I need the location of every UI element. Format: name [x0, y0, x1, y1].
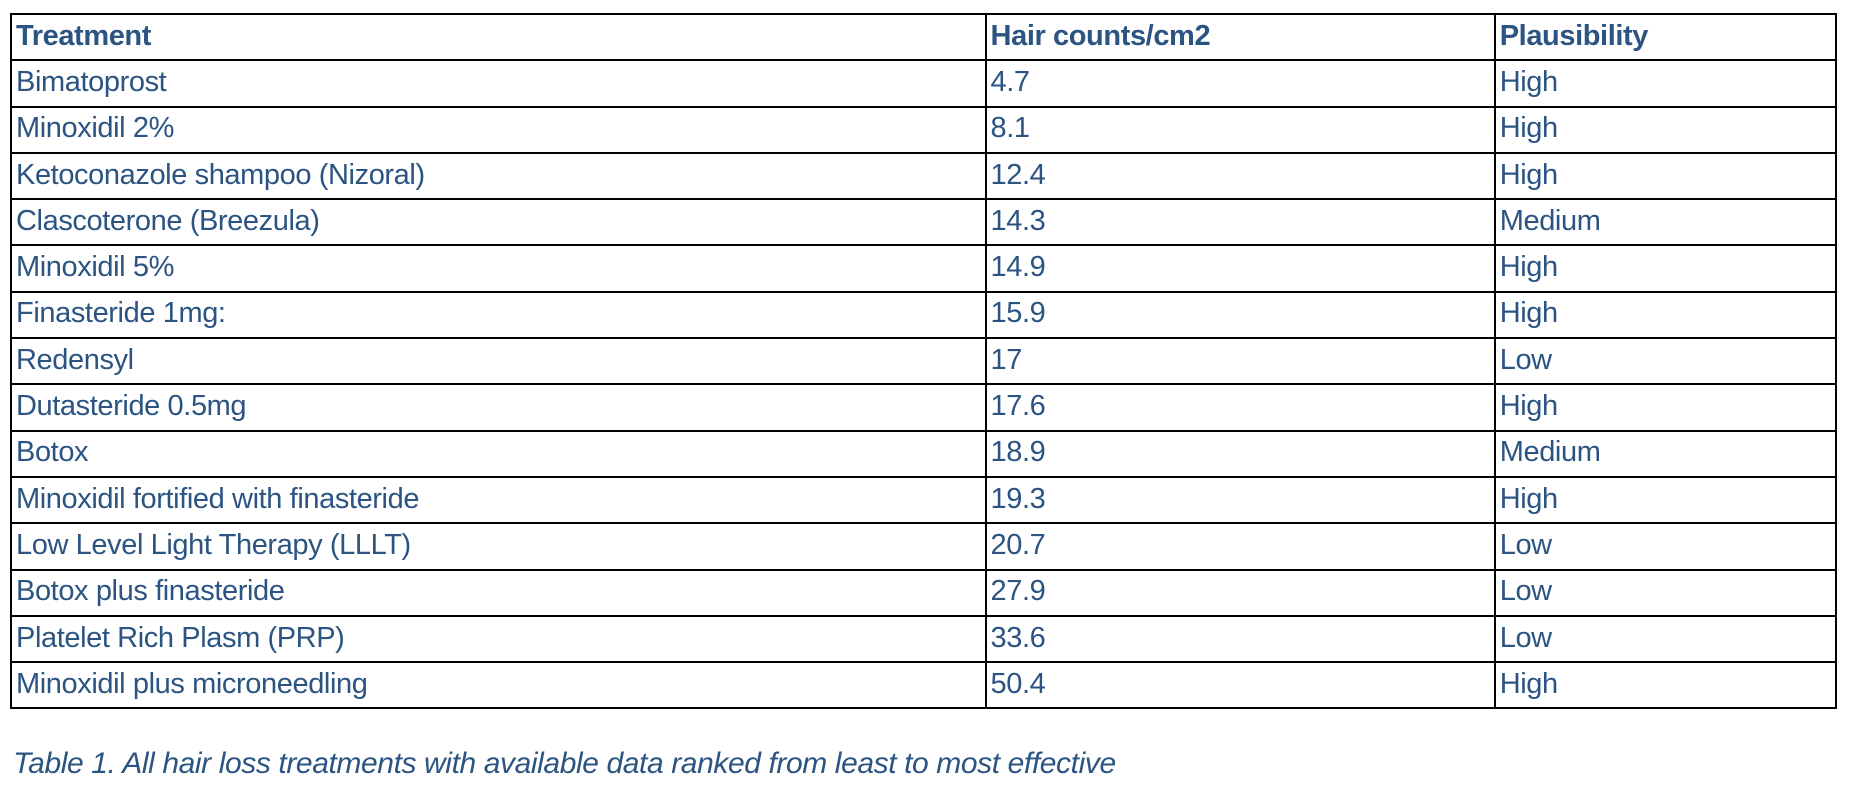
cell-treatment: Bimatoprost — [10, 59, 987, 108]
cell-hair-counts: 15.9 — [984, 290, 1496, 340]
cell-hair-counts: 50.4 — [984, 661, 1496, 710]
cell-hair-counts: 27.9 — [984, 568, 1496, 617]
cell-plausibility: High — [1493, 383, 1838, 432]
table-body: Bimatoprost 4.7 High Minoxidil 2% 8.1 High Ket… — [10, 59, 1838, 710]
header-row: Treatment Hair counts/cm2 Plausibility — [10, 12, 1838, 62]
cell-treatment: Minoxidil fortified with finasteride — [10, 475, 987, 525]
cell-hair-counts: 33.6 — [984, 614, 1496, 664]
table-row: Finasteride 1mg: 15.9 High — [10, 290, 1838, 340]
cell-treatment: Minoxidil plus microneedling — [10, 661, 987, 710]
cell-plausibility: High — [1493, 151, 1838, 201]
treatments-table: Treatment Hair counts/cm2 Plausibility B… — [10, 12, 1838, 710]
table-row: Redensyl 17 Low — [10, 337, 1838, 386]
cell-plausibility: Low — [1493, 522, 1838, 571]
cell-plausibility: Medium — [1493, 429, 1838, 478]
column-header-treatment: Treatment — [10, 12, 987, 62]
cell-hair-counts: 14.9 — [984, 244, 1496, 293]
table-row: Platelet Rich Plasm (PRP) 33.6 Low — [10, 614, 1838, 664]
cell-plausibility: High — [1493, 290, 1838, 340]
table-caption: Table 1. All hair loss treatments with a… — [13, 747, 1116, 780]
cell-hair-counts: 20.7 — [984, 522, 1496, 571]
table-row: Minoxidil 2% 8.1 High — [10, 105, 1838, 154]
cell-plausibility: High — [1493, 661, 1838, 710]
cell-hair-counts: 17 — [984, 337, 1496, 386]
table-row: Botox 18.9 Medium — [10, 429, 1838, 478]
cell-hair-counts: 14.3 — [984, 198, 1496, 247]
cell-hair-counts: 19.3 — [984, 475, 1496, 525]
cell-plausibility: Low — [1493, 568, 1838, 617]
cell-hair-counts: 8.1 — [984, 105, 1496, 154]
cell-treatment: Platelet Rich Plasm (PRP) — [10, 614, 987, 664]
cell-treatment: Redensyl — [10, 337, 987, 386]
cell-plausibility: Medium — [1493, 198, 1838, 247]
cell-treatment: Low Level Light Therapy (LLLT) — [10, 522, 987, 571]
table-row: Dutasteride 0.5mg 17.6 High — [10, 383, 1838, 432]
cell-plausibility: High — [1493, 105, 1838, 154]
cell-plausibility: Low — [1493, 337, 1838, 386]
table-row: Clascoterone (Breezula) 14.3 Medium — [10, 198, 1838, 247]
table-row: Low Level Light Therapy (LLLT) 20.7 Low — [10, 522, 1838, 571]
table-row: Minoxidil 5% 14.9 High — [10, 244, 1838, 293]
cell-plausibility: High — [1493, 244, 1838, 293]
table-row: Minoxidil fortified with finasteride 19.3… — [10, 475, 1838, 525]
cell-hair-counts: 18.9 — [984, 429, 1496, 478]
column-header-hair-counts: Hair counts/cm2 — [984, 12, 1496, 62]
cell-hair-counts: 12.4 — [984, 151, 1496, 201]
cell-treatment: Dutasteride 0.5mg — [10, 383, 987, 432]
cell-treatment: Clascoterone (Breezula) — [10, 198, 987, 247]
table-row: Bimatoprost 4.7 High — [10, 59, 1838, 108]
treatments-table-container: Treatment Hair counts/cm2 Plausibility B… — [10, 12, 1838, 710]
cell-plausibility: High — [1493, 475, 1838, 525]
table-row: Ketoconazole shampoo (Nizoral) 12.4 High — [10, 151, 1838, 201]
cell-hair-counts: 17.6 — [984, 383, 1496, 432]
table-row: Botox plus finasteride 27.9 Low — [10, 568, 1838, 617]
cell-treatment: Minoxidil 2% — [10, 105, 987, 154]
column-header-plausibility: Plausibility — [1493, 12, 1838, 62]
cell-plausibility: Low — [1493, 614, 1838, 664]
cell-treatment: Botox — [10, 429, 987, 478]
table-row: Minoxidil plus microneedling 50.4 High — [10, 661, 1838, 710]
cell-treatment: Ketoconazole shampoo (Nizoral) — [10, 151, 987, 201]
cell-treatment: Minoxidil 5% — [10, 244, 987, 293]
cell-plausibility: High — [1493, 59, 1838, 108]
cell-hair-counts: 4.7 — [984, 59, 1496, 108]
cell-treatment: Finasteride 1mg: — [10, 290, 987, 340]
cell-treatment: Botox plus finasteride — [10, 568, 987, 617]
